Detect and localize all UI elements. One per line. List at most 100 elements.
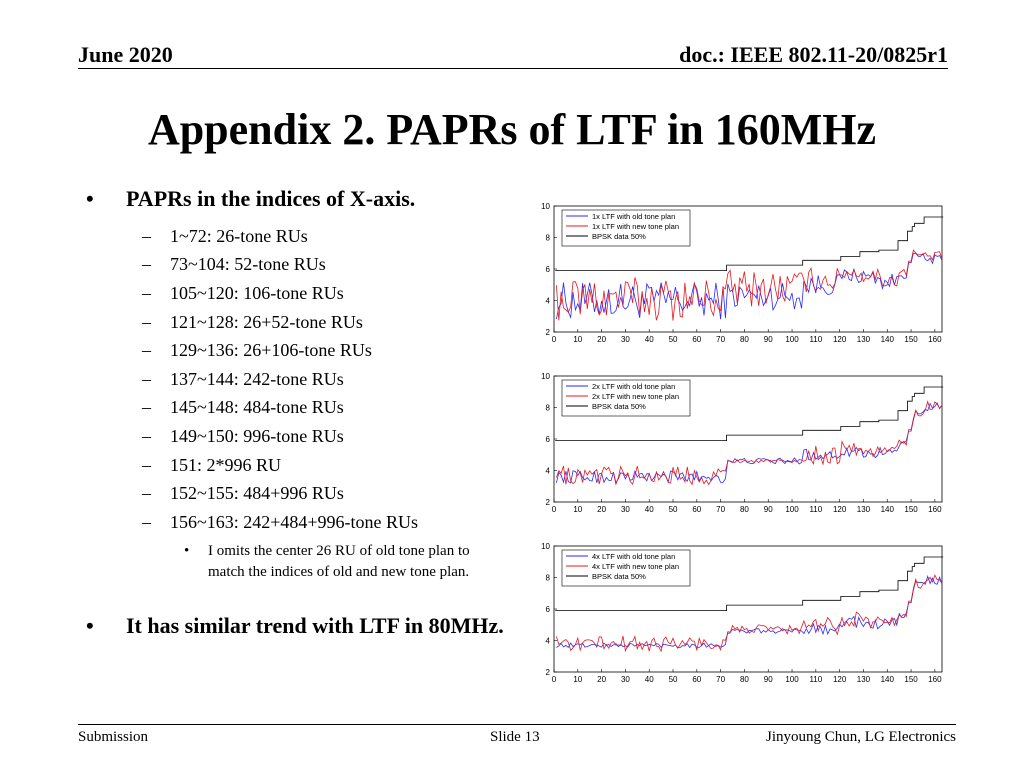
x-tick-label: 80 [740, 675, 749, 684]
x-tick-label: 120 [833, 505, 847, 514]
x-tick-label: 10 [573, 675, 582, 684]
dash-marker: – [142, 511, 151, 532]
x-tick-label: 110 [809, 505, 822, 514]
x-tick-label: 50 [669, 335, 678, 344]
y-tick-label: 4 [546, 637, 551, 646]
series-line-1 [556, 400, 943, 486]
x-tick-label: 30 [621, 505, 630, 514]
series-line-0 [556, 252, 943, 320]
sub-bullet: –145~148: 484-tone RUs [142, 394, 536, 423]
x-tick-label: 100 [785, 335, 799, 344]
sub-bullet: –73~104: 52-tone RUs [142, 251, 536, 280]
sub-bullet-text: 105~120: 106-tone RUs [170, 282, 344, 303]
sub-bullet-text: 145~148: 484-tone RUs [170, 397, 344, 418]
dash-marker: – [142, 311, 151, 332]
sub-bullet-text: 156~163: 242+484+996-tone RUs [170, 511, 419, 532]
legend-label: BPSK data 50% [592, 232, 646, 241]
bullet-text: PAPRs in the indices of X-axis. [126, 186, 416, 211]
sub-bullet-text: 1~72: 26-tone RUs [170, 225, 308, 246]
legend-label: 4x LTF with new tone plan [592, 562, 679, 571]
x-tick-label: 150 [904, 335, 918, 344]
legend-label: 1x LTF with old tone plan [592, 212, 675, 221]
x-tick-label: 0 [552, 505, 557, 514]
x-tick-label: 50 [669, 505, 678, 514]
bullet-text: It has similar trend with LTF in 80MHz. [126, 612, 504, 638]
legend-label: BPSK data 50% [592, 402, 646, 411]
sub-bullet: –105~120: 106-tone RUs [142, 279, 536, 308]
bullet-marker: • [86, 186, 94, 211]
dash-marker: – [142, 225, 151, 246]
x-tick-label: 110 [809, 335, 822, 344]
sub-bullet-text: 137~144: 242-tone RUs [170, 368, 344, 389]
sub-bullet-text: 151: 2*996 RU [170, 454, 282, 475]
dash-marker: – [142, 254, 151, 275]
sub-bullet: –151: 2*996 RU [142, 451, 536, 480]
dash-marker: – [142, 483, 151, 504]
x-tick-label: 60 [692, 675, 701, 684]
sub-bullet-text: 73~104: 52-tone RUs [170, 254, 326, 275]
y-tick-label: 10 [541, 542, 550, 551]
y-tick-label: 10 [541, 202, 550, 211]
x-tick-label: 160 [928, 335, 942, 344]
x-tick-label: 90 [764, 505, 773, 514]
x-tick-label: 120 [833, 675, 847, 684]
bullet-list: • PAPRs in the indices of X-axis. –1~72:… [86, 186, 536, 649]
y-tick-label: 4 [546, 467, 551, 476]
x-tick-label: 100 [785, 505, 799, 514]
x-tick-label: 150 [904, 505, 918, 514]
legend-label: 2x LTF with new tone plan [592, 392, 679, 401]
papr-chart-1x: 0 10 20 30 40 50 60 70 80 90 100 110 120 130 140 150 160… [530, 200, 950, 350]
legend-label: 2x LTF with old tone plan [592, 382, 675, 391]
y-tick-label: 2 [546, 668, 551, 677]
sub-bullet: –152~155: 484+996 RUs [142, 479, 536, 508]
sub-bullet: –1~72: 26-tone RUs [142, 222, 536, 251]
header-date: June 2020 [78, 42, 173, 67]
x-tick-label: 30 [621, 335, 630, 344]
footer-slide-number: Slide 13 [490, 729, 540, 745]
x-tick-label: 90 [764, 335, 773, 344]
x-tick-label: 90 [764, 675, 773, 684]
x-tick-label: 50 [669, 675, 678, 684]
x-tick-label: 130 [857, 675, 871, 684]
legend-label: 4x LTF with old tone plan [592, 552, 675, 561]
legend-label: 1x LTF with new tone plan [592, 222, 679, 231]
header-doc-id: doc.: IEEE 802.11-20/0825r1 [679, 42, 948, 67]
x-tick-label: 150 [904, 675, 918, 684]
dash-marker: – [142, 425, 151, 446]
sub-bullet-text: 152~155: 484+996 RUs [170, 483, 344, 504]
x-tick-label: 20 [597, 675, 606, 684]
sub-bullet-text: 149~150: 996-tone RUs [170, 425, 344, 446]
series-line-1 [556, 574, 943, 653]
sub-bullet: –149~150: 996-tone RUs [142, 422, 536, 451]
sub-bullet-text: 129~136: 26+106-tone RUs [170, 340, 372, 361]
chart-svg: 0 10 20 30 40 50 60 70 80 90 100 110 120 130 140 150 160… [541, 202, 944, 344]
series-line-0 [556, 402, 943, 484]
papr-chart-4x: 0 10 20 30 40 50 60 70 80 90 100 110 120 130 140 150 160… [530, 540, 950, 690]
chart-svg: 0 10 20 30 40 50 60 70 80 90 100 110 120 130 140 150 160… [541, 542, 944, 684]
x-tick-label: 40 [645, 335, 654, 344]
footer-submission: Submission [78, 729, 149, 745]
x-tick-label: 20 [597, 505, 606, 514]
x-tick-label: 0 [552, 675, 557, 684]
x-tick-label: 120 [833, 335, 847, 344]
series-line-2 [555, 216, 944, 271]
x-tick-label: 160 [928, 505, 942, 514]
dash-marker: – [142, 340, 151, 361]
sub-bullet: –121~128: 26+52-tone RUs [142, 308, 536, 337]
sub-bullet: –137~144: 242-tone RUs [142, 365, 536, 394]
x-tick-label: 110 [809, 675, 822, 684]
x-tick-label: 30 [621, 675, 630, 684]
series-line-1 [556, 249, 943, 321]
y-tick-label: 6 [546, 435, 551, 444]
x-tick-label: 140 [881, 505, 895, 514]
sub-sub-bullet: • I omits the center 26 RU of old tone p… [184, 541, 536, 583]
x-tick-label: 70 [716, 335, 725, 344]
x-tick-label: 70 [716, 505, 725, 514]
x-tick-label: 140 [881, 675, 895, 684]
papr-chart-2x: 0 10 20 30 40 50 60 70 80 90 100 110 120 130 140 150 160… [530, 370, 950, 520]
x-tick-label: 80 [740, 505, 749, 514]
page-title: Appendix 2. PAPRs of LTF in 160MHz [147, 105, 877, 154]
